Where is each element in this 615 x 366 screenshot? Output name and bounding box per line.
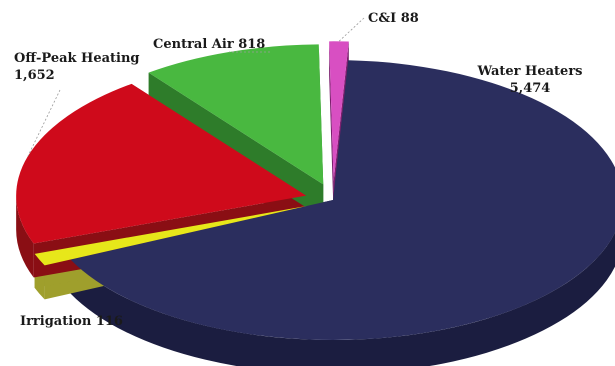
label-off-peak-heating-value: 1,652 [14, 68, 55, 83]
pie-slice-water-heaters [70, 60, 615, 340]
leader-line-off-peak-heating [27, 89, 61, 157]
pie-slice-ci-side-0 [329, 41, 334, 216]
label-ci: C&I 88 [368, 11, 419, 26]
pie-slice-irrigation [34, 205, 308, 266]
label-water-heaters-value: 5,474 [510, 81, 551, 96]
pie-slice-ci [329, 41, 349, 182]
label-central-air: Central Air 818 [153, 37, 265, 52]
pie-slice-water-heaters-rim [70, 232, 615, 366]
label-irrigation: Irrigation 116 [20, 314, 123, 329]
leader-line-ci [338, 17, 365, 42]
pie-top-layer [16, 41, 615, 340]
pie-slice-off-peak-heating-rim [16, 195, 34, 278]
label-off-peak-heating-name: Off-Peak Heating [14, 51, 140, 66]
pie-slice-central-air [148, 44, 324, 185]
pie-slice-off-peak-heating [16, 83, 307, 244]
label-leader-lines [27, 17, 365, 157]
label-water-heaters-name: Water Heaters [477, 64, 583, 79]
